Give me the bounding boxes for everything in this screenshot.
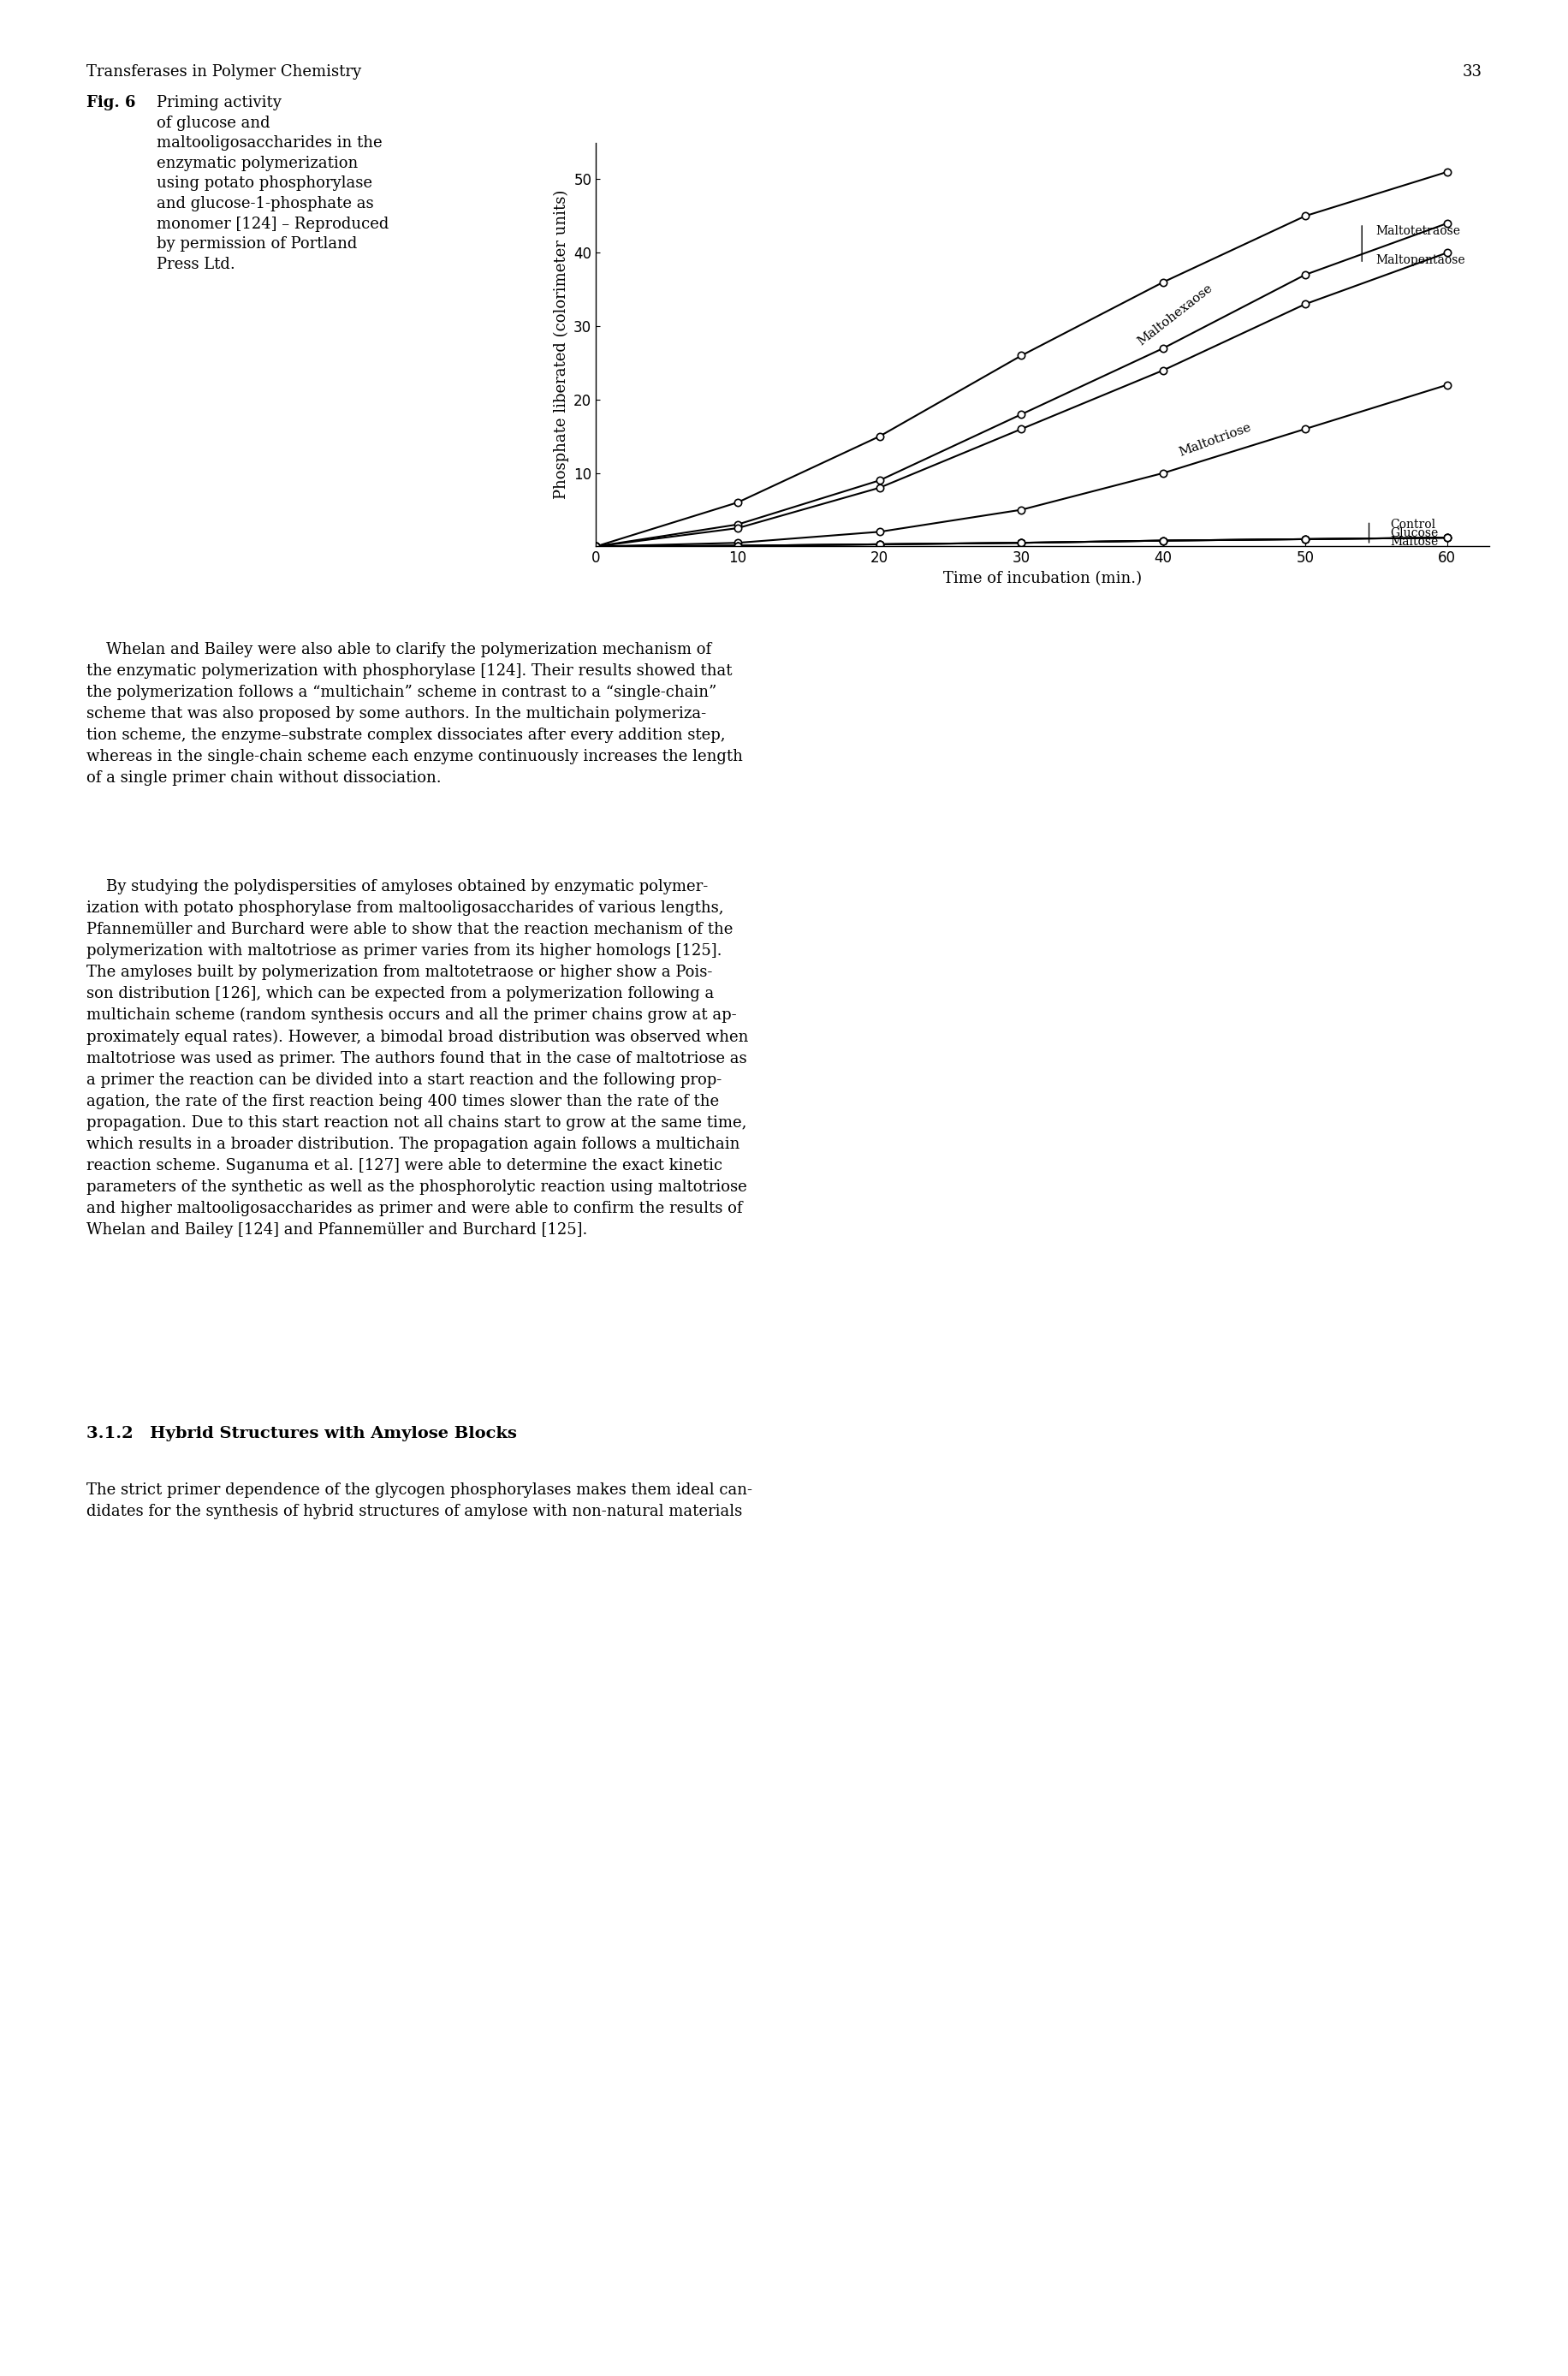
- Text: Maltose: Maltose: [1391, 537, 1438, 549]
- Text: Glucose: Glucose: [1391, 527, 1438, 539]
- Text: 33: 33: [1461, 64, 1482, 78]
- Text: Control: Control: [1391, 518, 1436, 530]
- Text: Maltohexaose: Maltohexaose: [1135, 283, 1215, 349]
- Text: Whelan and Bailey were also able to clarify the polymerization mechanism of
the : Whelan and Bailey were also able to clar…: [86, 642, 743, 786]
- Text: By studying the polydispersities of amyloses obtained by enzymatic polymer-
izat: By studying the polydispersities of amyl…: [86, 879, 748, 1238]
- Text: The strict primer dependence of the glycogen phosphorylases makes them ideal can: The strict primer dependence of the glyc…: [86, 1483, 753, 1518]
- Text: Transferases in Polymer Chemistry: Transferases in Polymer Chemistry: [86, 64, 361, 78]
- Text: Fig. 6: Fig. 6: [86, 95, 135, 109]
- Text: 3.1.2 Hybrid Structures with Amylose Blocks: 3.1.2 Hybrid Structures with Amylose Blo…: [86, 1426, 516, 1440]
- Text: Maltotetraose: Maltotetraose: [1377, 226, 1461, 238]
- X-axis label: Time of incubation (min.): Time of incubation (min.): [944, 570, 1142, 587]
- Y-axis label: Phosphate liberated (colorimeter units): Phosphate liberated (colorimeter units): [554, 190, 569, 499]
- Text: Maltotriose: Maltotriose: [1178, 421, 1253, 459]
- Text: Priming activity
of glucose and
maltooligosaccharides in the
enzymatic polymeriz: Priming activity of glucose and maltooli…: [157, 95, 389, 271]
- Text: Maltopentaose: Maltopentaose: [1377, 254, 1466, 266]
